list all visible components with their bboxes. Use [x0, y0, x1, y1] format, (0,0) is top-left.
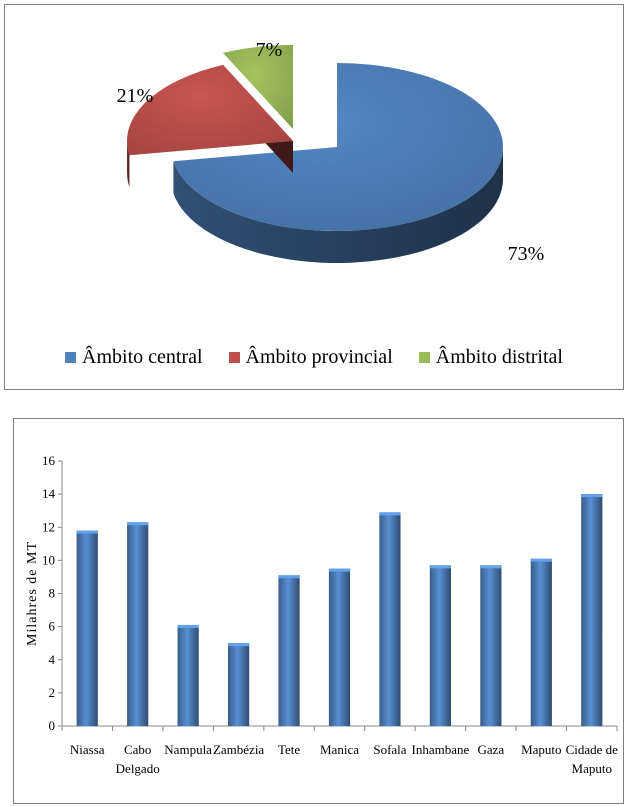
y-tick-label: 16 — [42, 453, 56, 468]
bar-8 — [480, 565, 502, 726]
x-tick-label: Sofala — [373, 742, 406, 757]
legend-label-provincial: Âmbito provincial — [245, 346, 393, 368]
bar-cap-7 — [429, 565, 452, 569]
y-tick-label: 12 — [42, 519, 55, 534]
pie-data-label-1: 21% — [117, 85, 154, 107]
bar-5 — [328, 568, 351, 726]
bar-cap-9 — [530, 558, 552, 562]
y-tick-label: 14 — [42, 486, 56, 501]
x-tick-label: Zambézia — [213, 742, 264, 757]
bar-cap-6 — [379, 512, 401, 516]
legend-swatch-distrital — [418, 352, 430, 363]
x-tick-label: Delgado — [116, 761, 160, 776]
legend-swatch-central — [65, 352, 77, 363]
pie-slice-top-2 — [222, 45, 293, 129]
pie-chart: 73% 21% 7% — [117, 39, 545, 265]
y-axis-title: Milahres de MT — [25, 541, 40, 646]
bar-9 — [530, 558, 552, 726]
legend-label-central: Âmbito central — [82, 346, 203, 368]
bar-4 — [278, 575, 300, 726]
bar-1 — [127, 522, 149, 726]
bar-cap-8 — [480, 565, 502, 569]
x-tick-label: Maputo — [572, 761, 612, 776]
y-tick-label: 8 — [49, 586, 56, 601]
bar-6 — [379, 512, 401, 726]
bar-10 — [581, 494, 603, 726]
x-tick-label: Tete — [278, 742, 300, 757]
bar-cap-10 — [581, 494, 603, 498]
bar-cap-1 — [127, 522, 149, 526]
bar-chart-panel: 0 2 4 6 8 10 12 14 16 Niassa Cabo Delgado Nampula Zam… — [13, 418, 624, 804]
x-tick-label: Niassa — [70, 742, 105, 757]
y-tick-label: 0 — [49, 718, 56, 733]
bar-cap-5 — [328, 568, 351, 572]
y-tick-label: 4 — [49, 652, 56, 667]
legend-item-distrital: Âmbito distrital — [418, 346, 563, 369]
bar-cap-2 — [177, 624, 199, 628]
pie-slice-top-1 — [126, 64, 293, 156]
y-tick-label: 10 — [42, 552, 55, 567]
x-tick-label: Manica — [320, 742, 359, 757]
pie-legend: Âmbito central Âmbito provincial Âmbito … — [5, 346, 623, 369]
pie-data-label-2: 7% — [256, 39, 283, 61]
bar-0 — [76, 530, 98, 726]
pie-slice-side-1 — [127, 141, 130, 188]
pie-slice-2 — [222, 45, 293, 129]
x-tick-label: Gaza — [478, 742, 505, 757]
x-tick-label: Nampula — [164, 742, 212, 757]
bar-2 — [177, 624, 199, 726]
bar-3 — [227, 643, 250, 726]
pie-chart-panel: 73% 21% 7% Âmbito central Âmbito provincia… — [4, 4, 624, 390]
bar-7 — [429, 565, 452, 726]
pie-data-label-0: 73% — [508, 243, 545, 265]
legend-item-central: Âmbito central — [65, 346, 203, 369]
legend-item-provincial: Âmbito provincial — [228, 346, 393, 369]
bar-cap-4 — [278, 575, 300, 579]
pie-slice-side-0 — [173, 147, 503, 264]
x-tick-label: Maputo — [521, 742, 561, 757]
bar-cap-3 — [227, 643, 250, 647]
legend-label-distrital: Âmbito distrital — [435, 346, 563, 368]
bar-chart: 0 2 4 6 8 10 12 14 16 Niassa Cabo Delgado Nampula Zam… — [25, 453, 619, 776]
pie-slice-0 — [173, 63, 503, 264]
y-tick-label: 2 — [49, 685, 56, 700]
x-tick-label: Cabo — [124, 742, 151, 757]
x-tick-label: Inhambane — [412, 742, 470, 757]
x-tick-label: Cidade de — [566, 742, 619, 757]
pie-slice-1 — [126, 64, 293, 188]
pie-slice-top-0 — [173, 63, 503, 232]
legend-swatch-provincial — [228, 352, 240, 363]
bar-cap-0 — [76, 530, 98, 534]
y-tick-label: 6 — [49, 619, 56, 634]
